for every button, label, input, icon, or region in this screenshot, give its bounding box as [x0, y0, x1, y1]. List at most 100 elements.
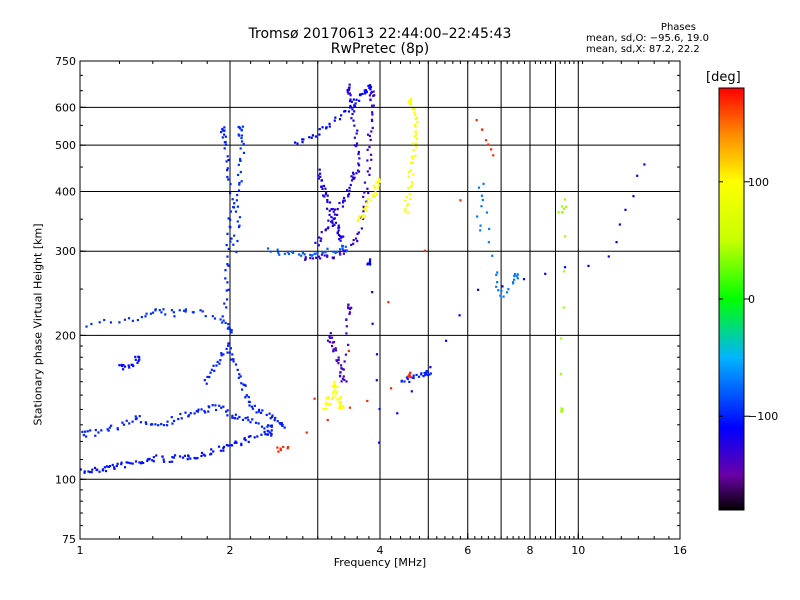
- data-point: [363, 191, 366, 194]
- data-point: [320, 231, 323, 234]
- data-point: [234, 440, 237, 443]
- data-point: [361, 92, 364, 95]
- data-point: [287, 252, 291, 255]
- data-point: [154, 308, 157, 311]
- data-point: [428, 373, 431, 376]
- x-axis-label: Frequency [MHz]: [333, 556, 427, 569]
- data-point: [409, 103, 413, 107]
- data-point: [248, 404, 251, 407]
- data-point: [507, 288, 510, 291]
- data-point: [349, 94, 352, 97]
- data-point: [221, 136, 224, 139]
- data-point: [324, 228, 327, 231]
- data-point: [216, 360, 219, 364]
- data-point: [324, 193, 328, 196]
- data-point: [353, 176, 356, 179]
- data-point: [311, 134, 315, 137]
- data-point: [345, 318, 348, 321]
- data-point: [222, 445, 226, 449]
- data-point: [491, 254, 494, 257]
- data-point: [127, 461, 130, 464]
- data-point: [229, 182, 232, 186]
- data-point: [342, 375, 345, 378]
- data-point: [561, 211, 564, 214]
- data-point: [327, 396, 330, 400]
- data-point: [364, 89, 368, 92]
- data-point: [444, 339, 448, 342]
- data-point: [172, 311, 175, 314]
- data-point: [413, 135, 416, 138]
- data-point: [364, 205, 367, 208]
- data-point: [86, 430, 89, 433]
- data-point: [328, 125, 331, 128]
- data-point: [318, 172, 322, 175]
- data-point: [311, 254, 314, 257]
- data-point: [343, 378, 346, 381]
- data-point: [339, 253, 342, 256]
- data-point: [172, 419, 176, 423]
- data-point: [334, 347, 337, 350]
- data-point: [226, 155, 229, 158]
- data-point: [269, 250, 272, 253]
- data-point: [331, 222, 334, 225]
- data-point: [366, 133, 370, 136]
- data-point: [218, 362, 221, 365]
- data-point: [110, 424, 113, 427]
- data-point: [563, 266, 567, 269]
- data-point: [223, 302, 226, 305]
- data-point: [226, 169, 229, 172]
- data-point: [410, 181, 414, 184]
- colorbar-tick-label: 100: [748, 176, 769, 189]
- data-point: [256, 435, 259, 438]
- data-point: [643, 163, 646, 166]
- data-point: [196, 456, 199, 460]
- data-point: [229, 347, 232, 350]
- data-point: [296, 142, 299, 145]
- data-point: [137, 355, 140, 358]
- data-point: [355, 142, 359, 145]
- data-point: [116, 427, 119, 430]
- data-point: [349, 104, 352, 108]
- data-point: [226, 255, 229, 258]
- data-point: [227, 326, 230, 329]
- data-point: [247, 419, 250, 422]
- data-point: [106, 428, 109, 431]
- data-point: [277, 251, 280, 254]
- data-point: [423, 249, 426, 252]
- data-point: [219, 130, 223, 134]
- data-point: [120, 363, 123, 367]
- data-point: [459, 199, 462, 202]
- data-point: [333, 213, 336, 216]
- data-point: [282, 445, 285, 449]
- data-point: [368, 173, 371, 176]
- data-point: [511, 281, 515, 284]
- data-point: [371, 113, 374, 116]
- data-point: [368, 263, 372, 266]
- data-point: [270, 415, 274, 419]
- data-point: [146, 459, 149, 462]
- data-point: [415, 373, 418, 377]
- data-point: [321, 126, 324, 129]
- data-point: [332, 390, 335, 394]
- data-point: [112, 466, 116, 469]
- data-point: [513, 274, 516, 278]
- data-point: [240, 442, 243, 445]
- data-point: [413, 108, 416, 111]
- data-point: [276, 248, 279, 251]
- data-point: [425, 371, 428, 374]
- data-point: [348, 406, 352, 409]
- data-point: [260, 433, 263, 436]
- data-point: [276, 446, 279, 449]
- data-point: [200, 454, 203, 458]
- data-point: [94, 428, 97, 432]
- data-points: [79, 83, 646, 474]
- data-point: [332, 217, 335, 220]
- data-point: [113, 467, 116, 471]
- data-point: [342, 405, 345, 408]
- data-point: [309, 257, 312, 260]
- data-point: [325, 126, 328, 129]
- data-point: [270, 433, 273, 436]
- data-point: [263, 427, 266, 430]
- data-point: [339, 404, 342, 407]
- data-point: [409, 101, 412, 104]
